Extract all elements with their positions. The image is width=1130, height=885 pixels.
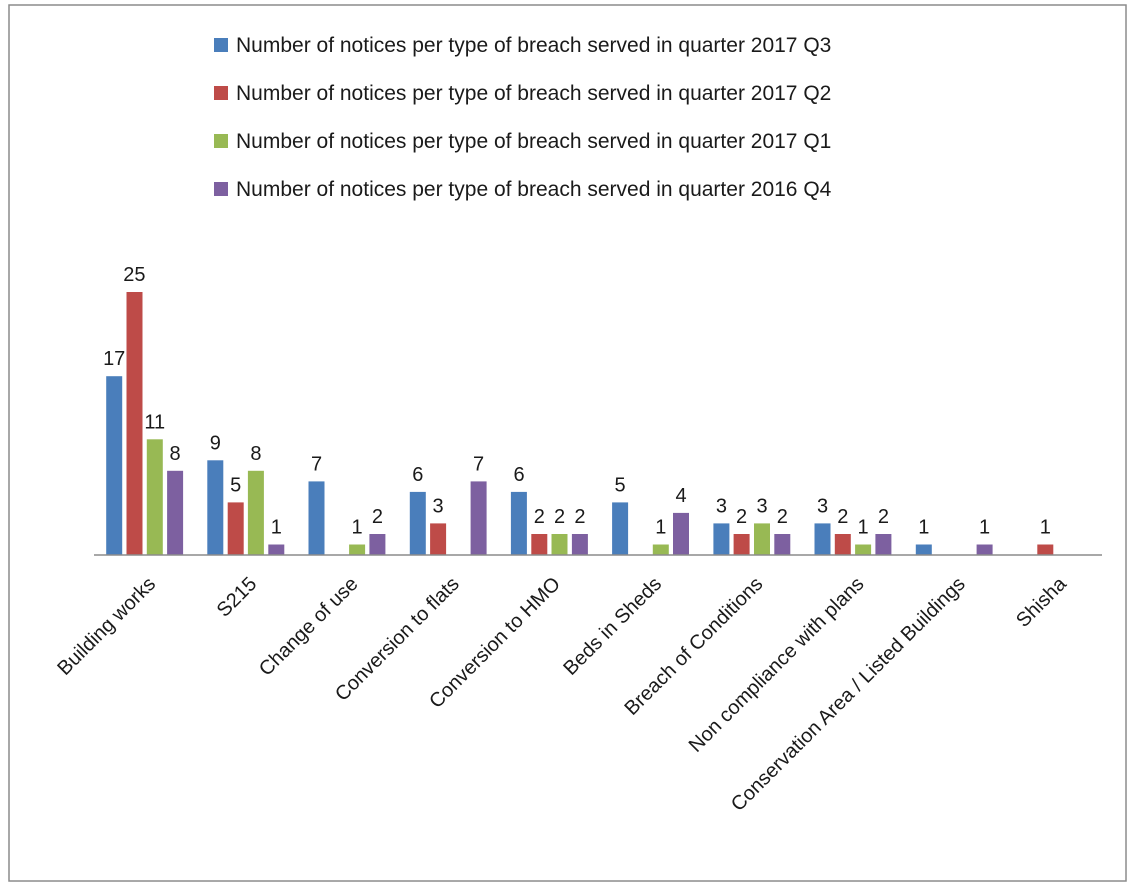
data-label-9-series-1: 1 [918,517,929,539]
data-label-4-series-1: 6 [412,464,423,486]
bar-8-series-1 [814,523,831,555]
bar-3-series-3 [349,544,366,555]
bar-6-series-4 [673,512,689,555]
bar-7-series-4 [774,534,791,555]
bar-8-series-3 [855,544,872,555]
data-label-1-series-1: 17 [103,348,125,370]
bar-1-series-4 [167,470,184,555]
data-label-6-series-4: 4 [675,485,686,507]
bar-3-series-1 [308,481,325,555]
data-label-7-series-3: 3 [756,495,767,517]
legend-label-2: Number of notices per type of breach ser… [236,82,831,105]
data-label-5-series-3: 2 [554,506,565,528]
data-label-9-series-4: 1 [979,517,990,539]
data-label-8-series-3: 1 [858,517,869,539]
data-label-6-series-3: 1 [655,517,666,539]
data-label-1-series-2: 25 [123,264,145,286]
bar-1-series-2 [126,292,143,555]
bar-5-series-3 [551,534,568,555]
bar-4-series-4 [470,481,487,555]
legend-swatch-3 [214,134,228,148]
chart-border [8,4,1127,882]
bar-6-series-3 [652,544,669,555]
bar-5-series-4 [571,534,588,555]
legend-swatch-1 [214,38,228,52]
data-label-3-series-3: 1 [352,517,363,539]
bar-9-series-4 [976,544,993,555]
legend-label-1: Number of notices per type of breach ser… [236,34,831,57]
data-label-7-series-1: 3 [716,495,727,517]
bar-8-series-4 [875,534,892,555]
data-label-4-series-2: 3 [433,495,444,517]
data-label-8-series-4: 2 [878,506,889,528]
data-label-10-series-2: 1 [1040,517,1051,539]
bar-7-series-3 [754,523,770,555]
bar-7-series-1 [713,523,730,555]
bar-8-series-2 [834,534,851,555]
bar-1-series-3 [146,439,163,555]
legend: Number of notices per type of breach ser… [214,34,832,201]
bar-1-series-1 [106,376,123,555]
bar-10-series-2 [1037,544,1054,555]
legend-label-3: Number of notices per type of breach ser… [236,130,831,153]
bar-3-series-4 [369,534,386,555]
bar-5-series-2 [531,534,548,555]
data-label-8-series-2: 2 [837,506,848,528]
bar-4-series-1 [409,491,426,555]
data-label-2-series-1: 9 [210,432,221,454]
data-label-2-series-4: 1 [271,517,282,539]
bar-4-series-2 [430,523,447,555]
data-label-6-series-1: 5 [615,474,626,496]
bar-9-series-1 [915,544,932,555]
legend-swatch-4 [214,182,228,196]
data-label-1-series-3: 11 [144,411,165,433]
bar-7-series-2 [733,534,750,555]
data-label-1-series-4: 8 [170,443,181,465]
bar-2-series-2 [227,502,244,555]
bar-6-series-1 [612,502,629,555]
data-label-5-series-4: 2 [574,506,585,528]
data-label-8-series-1: 3 [817,495,828,517]
legend-swatch-2 [214,86,228,100]
bars-layer [106,292,1054,555]
bar-2-series-4 [268,544,285,555]
data-label-4-series-4: 7 [473,453,484,475]
data-label-5-series-2: 2 [534,506,545,528]
data-label-7-series-4: 2 [777,506,788,528]
data-label-3-series-4: 2 [372,506,383,528]
bar-2-series-1 [207,460,224,555]
bar-5-series-1 [510,491,527,555]
data-label-2-series-3: 8 [250,443,261,465]
data-label-2-series-2: 5 [230,474,241,496]
data-label-5-series-1: 6 [513,464,524,486]
data-label-3-series-1: 7 [311,453,322,475]
legend-label-4: Number of notices per type of breach ser… [236,178,832,201]
data-label-7-series-2: 2 [736,506,747,528]
bar-2-series-3 [247,470,264,555]
